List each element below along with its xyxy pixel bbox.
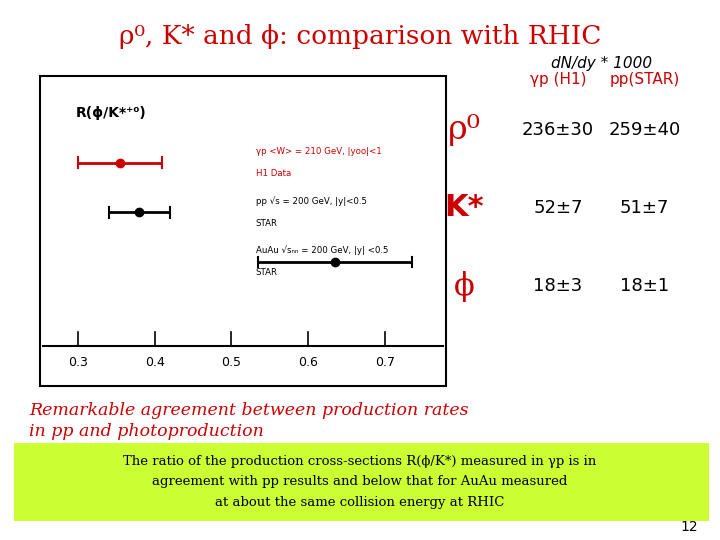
Text: H1 Data: H1 Data — [256, 169, 291, 178]
Text: 51±7: 51±7 — [620, 199, 669, 217]
Text: AuAu √sₙₙ = 200 GeV, |y| <0.5: AuAu √sₙₙ = 200 GeV, |y| <0.5 — [256, 246, 388, 255]
Text: 236±30: 236±30 — [522, 120, 594, 139]
Text: dN/dy * 1000: dN/dy * 1000 — [551, 56, 652, 71]
Bar — [40, 76, 446, 386]
Text: pp √s = 200 GeV, |y|<0.5: pp √s = 200 GeV, |y|<0.5 — [256, 196, 366, 206]
Text: STAR: STAR — [256, 219, 278, 228]
Text: 12: 12 — [681, 519, 698, 534]
Text: ρ⁰, K* and ϕ: comparison with RHIC: ρ⁰, K* and ϕ: comparison with RHIC — [119, 24, 601, 49]
Text: 0.4: 0.4 — [145, 356, 165, 369]
Text: ρ⁰: ρ⁰ — [448, 113, 481, 146]
Text: 259±40: 259±40 — [608, 120, 680, 139]
Text: 18±3: 18±3 — [534, 277, 582, 295]
Text: 0.6: 0.6 — [298, 356, 318, 369]
Text: agreement with pp results and below that for AuAu measured: agreement with pp results and below that… — [153, 475, 567, 489]
Text: 0.7: 0.7 — [375, 356, 395, 369]
Text: γp <W> = 210 GeV, |yᴏᴏ|<1: γp <W> = 210 GeV, |yᴏᴏ|<1 — [256, 147, 382, 156]
Text: K*: K* — [444, 193, 485, 222]
Text: Remarkable agreement between production rates: Remarkable agreement between production … — [29, 402, 468, 419]
Text: 0.5: 0.5 — [222, 356, 241, 369]
Text: at about the same collision energy at RHIC: at about the same collision energy at RH… — [215, 496, 505, 509]
Text: γp (H1): γp (H1) — [530, 72, 586, 87]
Text: 52±7: 52±7 — [534, 199, 582, 217]
Text: STAR: STAR — [256, 268, 278, 278]
Text: ϕ: ϕ — [454, 271, 474, 302]
Text: R(ϕ/K*⁺⁰): R(ϕ/K*⁺⁰) — [76, 106, 147, 120]
Text: 18±1: 18±1 — [620, 277, 669, 295]
Text: 0.3: 0.3 — [68, 356, 88, 369]
Text: in pp and photoproduction: in pp and photoproduction — [29, 423, 264, 441]
Text: pp(STAR): pp(STAR) — [609, 72, 680, 87]
Text: The ratio of the production cross-sections R(ϕ/K*) measured in γp is in: The ratio of the production cross-sectio… — [123, 455, 597, 468]
Bar — [14, 443, 709, 521]
